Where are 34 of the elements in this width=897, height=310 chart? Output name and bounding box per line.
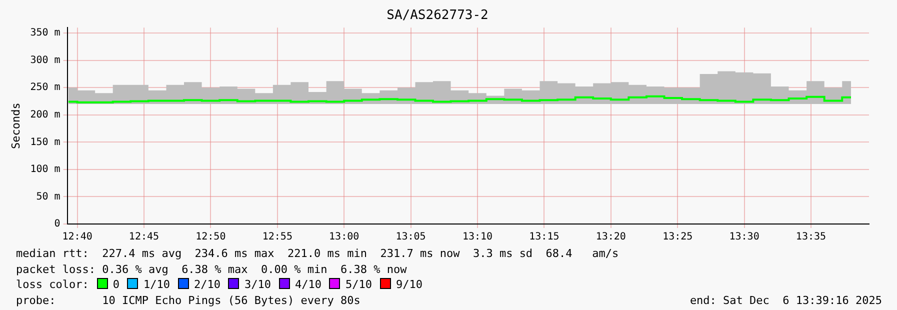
y-tick-label: 0 xyxy=(54,218,60,230)
x-tick-label: 13:30 xyxy=(729,232,760,243)
x-tick-label: 12:45 xyxy=(128,232,160,243)
text: 9/10 xyxy=(396,278,422,291)
text: 5/10 xyxy=(345,278,372,291)
text: 2/10 xyxy=(194,278,220,291)
x-tick-label: 12:40 xyxy=(62,232,92,243)
text: 3/10 xyxy=(244,278,271,291)
y-tick-label: 350 m xyxy=(30,28,60,39)
chart-title: SA/AS262773-2 xyxy=(386,8,488,24)
y-tick-label: 100 m xyxy=(30,164,60,176)
text: 0 xyxy=(112,278,120,291)
y-tick-label: 150 m xyxy=(30,136,60,148)
y-axis-title: Seconds xyxy=(9,102,22,149)
text: end: Sat Dec 6 13:39:16 2025 xyxy=(690,292,882,308)
x-tick-label: 13:20 xyxy=(596,232,626,243)
text: loss color: xyxy=(16,278,89,291)
x-tick-label: 13:15 xyxy=(529,232,560,243)
text: median rtt: 227.4 ms avg 234.6 ms max 221.0 ms min 231.7 ms now 3.3 ms sd 68.4 am/s xyxy=(16,247,619,260)
y-tick-label: 250 m xyxy=(30,82,60,94)
y-tick-label: 50 m xyxy=(36,191,60,202)
x-tick-label: 13:25 xyxy=(662,232,693,243)
text: 4/10 xyxy=(294,278,322,291)
text: 1/10 xyxy=(143,278,170,291)
text: packet loss: 0.36 % avg 6.38 % max 0.00 % min 6.38 % now xyxy=(16,262,407,276)
y-tick-label: 200 m xyxy=(30,109,60,120)
x-tick-label: 13:05 xyxy=(396,232,426,243)
x-tick-label: 13:10 xyxy=(462,232,493,243)
x-tick-label: 13:00 xyxy=(329,232,360,243)
x-tick-label: 13:35 xyxy=(796,232,826,243)
x-tick-label: 12:55 xyxy=(262,232,292,243)
y-tick-label: 300 m xyxy=(30,54,60,66)
x-tick-label: 12:50 xyxy=(196,232,226,243)
text: probe: 10 ICMP Echo Pings (56 Bytes) every 80s xyxy=(16,294,360,306)
